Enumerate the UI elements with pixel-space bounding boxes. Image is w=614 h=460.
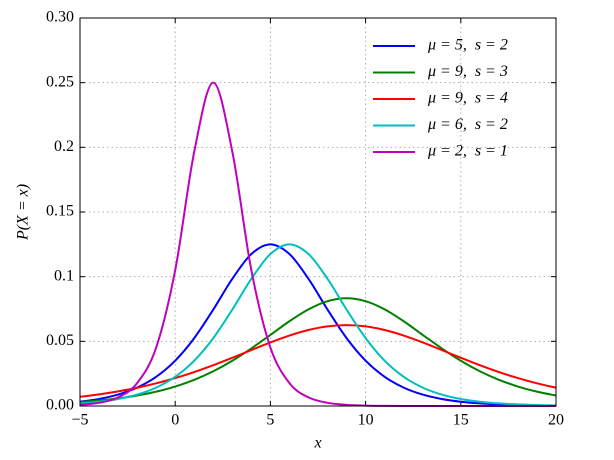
y-tick-label: 0.2 bbox=[54, 138, 74, 155]
x-axis-label: x bbox=[313, 435, 321, 452]
series-line bbox=[79, 243, 557, 407]
plot-frame bbox=[79, 17, 557, 407]
series-line bbox=[79, 243, 557, 407]
legend-label: μ = 9, s = 4 bbox=[427, 90, 508, 107]
legend-label: μ = 9, s = 3 bbox=[427, 63, 508, 80]
legend-label: μ = 2, s = 1 bbox=[427, 143, 508, 160]
x-tick-label: 20 bbox=[548, 412, 564, 429]
x-tick-label: 0 bbox=[171, 412, 179, 429]
y-tick-label: 0.00 bbox=[46, 397, 74, 414]
x-tick-label: 5 bbox=[266, 412, 274, 429]
y-tick-label: 0.05 bbox=[46, 332, 74, 349]
series-line bbox=[79, 297, 557, 404]
y-tick-label: 0.1 bbox=[54, 267, 74, 284]
y-tick-label: 0.25 bbox=[46, 73, 74, 90]
y-tick-label: 0.15 bbox=[46, 203, 74, 220]
y-tick-label: 0.30 bbox=[46, 9, 74, 26]
series-line bbox=[79, 324, 557, 398]
x-tick-label: −5 bbox=[71, 412, 88, 429]
x-tick-label: 15 bbox=[453, 412, 469, 429]
x-tick-label: 10 bbox=[358, 412, 374, 429]
legend-label: μ = 5, s = 2 bbox=[427, 37, 508, 54]
y-axis-label: P(X = x) bbox=[15, 184, 32, 241]
legend-label: μ = 6, s = 2 bbox=[427, 116, 508, 133]
